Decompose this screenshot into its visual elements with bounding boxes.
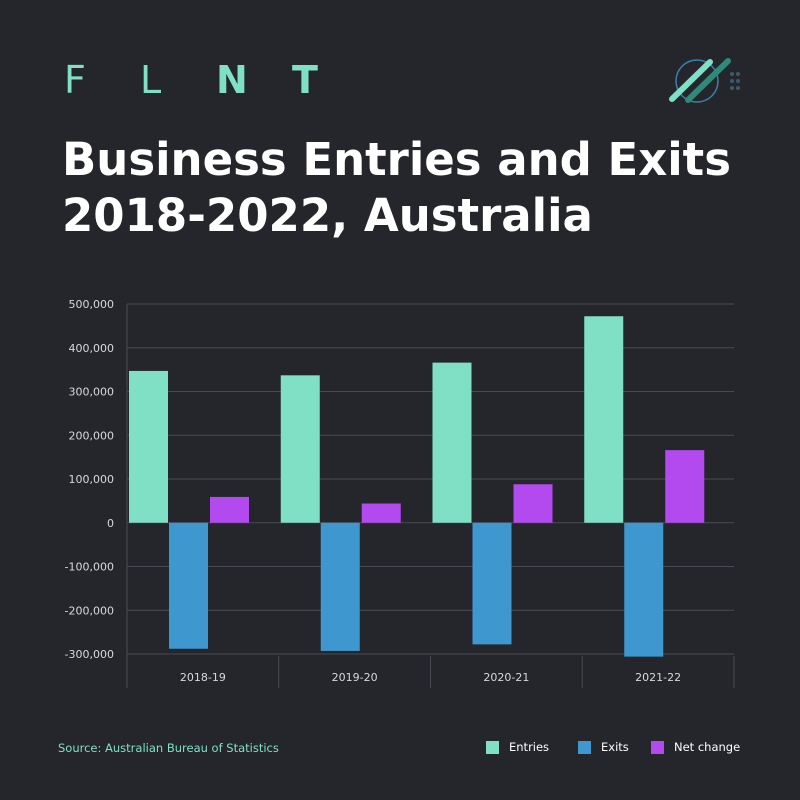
x-tick-label: 2020-21: [483, 671, 529, 684]
bar-net-change: [665, 450, 705, 523]
x-tick-label: 2021-22: [635, 671, 681, 684]
source-note: Source: Australian Bureau of Statistics: [58, 741, 279, 755]
bar-chart: 500,000 400,000 300,000 200,000 100,000 0 -100…: [65, 298, 735, 688]
legend-label: Exits: [601, 740, 629, 754]
flnt-slash-logo-icon: [669, 58, 740, 103]
bar-net-change: [361, 503, 401, 523]
y-tick-label: -100,000: [65, 561, 114, 574]
y-tick-label: 500,000: [69, 298, 115, 311]
y-tick-label: 200,000: [69, 429, 115, 442]
y-tick-label: 400,000: [69, 342, 115, 355]
legend-label: Entries: [509, 740, 550, 754]
y-tick-label: 0: [107, 517, 114, 530]
bar-entries: [280, 375, 320, 523]
legend-swatch: [486, 741, 499, 754]
bar-exits: [624, 522, 664, 657]
bar-exits: [169, 522, 208, 649]
legend-swatch: [578, 741, 591, 754]
bar-net-change: [513, 484, 553, 523]
x-tick-label: 2019-20: [332, 671, 378, 684]
bar-entries: [432, 362, 472, 523]
bar-entries: [129, 370, 168, 523]
bar-entries: [584, 316, 624, 523]
brand-letter-n: N: [216, 58, 248, 102]
legend-label: Net change: [674, 740, 741, 754]
y-tick-label: 300,000: [69, 386, 115, 399]
brand-letter-f: F: [64, 58, 86, 102]
y-tick-label: -200,000: [65, 604, 114, 617]
page-title: Business Entries and Exits 2018-2022, Au…: [62, 132, 782, 244]
bar-exits: [472, 522, 512, 645]
x-tick-label: 2018-19: [180, 671, 226, 684]
brand-letter-l: L: [140, 58, 162, 102]
title-line-2: 2018-2022, Australia: [62, 189, 593, 242]
title-line-1: Business Entries and Exits: [62, 133, 731, 186]
bar-net-change: [210, 496, 249, 523]
y-tick-label: 100,000: [69, 473, 115, 486]
bar-exits: [320, 522, 360, 651]
y-tick-label: -300,000: [65, 648, 114, 661]
legend-swatch: [651, 741, 664, 754]
brand-letter-t: T: [292, 58, 318, 102]
